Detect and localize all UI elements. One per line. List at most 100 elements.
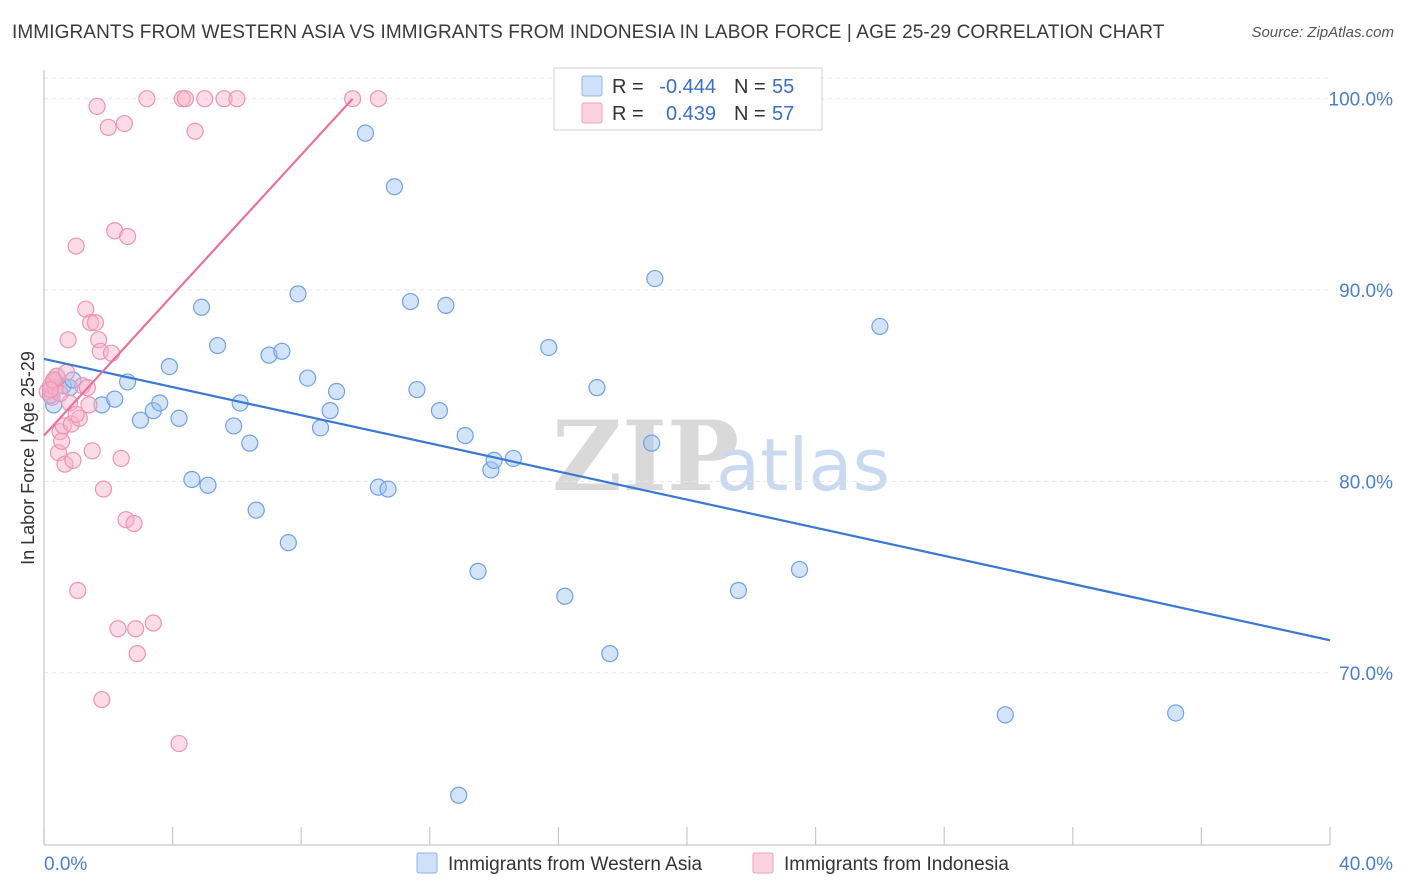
legend-r-label-1: R = — [612, 76, 644, 98]
point-western-asia-11 — [160, 358, 178, 376]
y-tick-label-70: 70.0% — [1339, 664, 1393, 685]
point-western-asia-22 — [273, 342, 291, 360]
point-western-asia-33 — [401, 292, 420, 311]
point-western-asia-36 — [437, 296, 455, 314]
point-western-asia-37 — [450, 786, 468, 804]
point-indonesia-56 — [41, 380, 60, 399]
point-western-asia-29 — [356, 124, 375, 142]
y-axis-label: In Labor Force | Age 25-29 — [18, 351, 38, 565]
point-western-asia-48 — [646, 269, 664, 288]
trend-line-western-asia — [43, 357, 1331, 642]
point-western-asia-44 — [556, 587, 574, 605]
series-indonesia-points — [38, 90, 387, 753]
point-western-asia-16 — [209, 336, 227, 355]
gridlines — [44, 77, 1330, 674]
point-western-asia-52 — [996, 706, 1014, 724]
bottom-legend-swatch-indonesia — [752, 852, 774, 874]
point-western-asia-39 — [469, 562, 487, 580]
point-western-asia-15 — [199, 476, 217, 494]
point-indonesia-41 — [128, 645, 146, 663]
point-western-asia-40 — [482, 461, 500, 479]
point-western-asia-21 — [260, 346, 278, 364]
point-indonesia-16 — [67, 237, 85, 255]
legend-r-label-2: R = — [612, 103, 644, 125]
point-western-asia-6 — [106, 390, 124, 408]
point-indonesia-38 — [118, 227, 137, 246]
point-western-asia-41 — [485, 451, 503, 469]
point-indonesia-24 — [83, 442, 101, 460]
point-western-asia-19 — [241, 434, 259, 452]
point-indonesia-39 — [125, 514, 143, 533]
point-western-asia-24 — [289, 285, 307, 303]
point-western-asia-43 — [540, 338, 558, 357]
point-indonesia-15 — [64, 451, 82, 469]
series-legend: Immigrants from Western Asia Immigrants … — [416, 852, 1009, 875]
point-indonesia-50 — [228, 90, 246, 108]
bottom-legend-label-western-asia: Immigrants from Western Asia — [448, 854, 703, 875]
point-indonesia-10 — [56, 455, 74, 473]
y-tick-label-80: 80.0% — [1339, 472, 1393, 493]
point-indonesia-32 — [102, 344, 121, 362]
point-indonesia-52 — [369, 90, 387, 108]
trend-lines — [43, 97, 1331, 642]
point-indonesia-40 — [127, 620, 145, 638]
y-tick-label-90: 90.0% — [1339, 281, 1393, 302]
point-western-asia-47 — [643, 434, 661, 452]
point-western-asia-27 — [321, 402, 339, 420]
watermark-zip: ZIP — [552, 400, 739, 513]
point-western-asia-23 — [279, 534, 297, 552]
point-indonesia-43 — [144, 614, 162, 632]
point-indonesia-23 — [82, 313, 100, 332]
point-western-asia-45 — [588, 379, 606, 397]
point-indonesia-54 — [51, 384, 69, 402]
trend-line-indonesia — [43, 97, 354, 437]
point-western-asia-35 — [430, 402, 449, 420]
point-western-asia-14 — [192, 298, 211, 316]
legend-n-label-1: N = — [734, 76, 766, 98]
legend-r-value-1: -0.444 — [659, 76, 716, 98]
legend-swatch-western-asia — [581, 75, 603, 97]
point-indonesia-26 — [88, 97, 106, 115]
point-western-asia-8 — [131, 411, 150, 429]
point-western-asia-34 — [408, 380, 426, 399]
chart-title: IMMIGRANTS FROM WESTERN ASIA VS IMMIGRAN… — [12, 22, 1165, 43]
point-indonesia-31 — [99, 118, 117, 137]
legend-swatch-indonesia — [581, 102, 603, 124]
point-western-asia-17 — [225, 417, 243, 435]
y-tick-labels: 70.0% 80.0% 90.0% 100.0% — [1329, 90, 1394, 685]
point-indonesia-25 — [86, 313, 105, 332]
x-tick-label-max: 40.0% — [1339, 854, 1393, 875]
point-indonesia-47 — [186, 122, 204, 140]
point-indonesia-46 — [176, 90, 195, 108]
source-credit: Source: ZipAtlas.com — [1251, 24, 1394, 41]
point-western-asia-46 — [601, 645, 619, 663]
point-western-asia-50 — [790, 560, 809, 579]
y-tick-label-100: 100.0% — [1329, 90, 1394, 111]
point-western-asia-20 — [247, 501, 265, 519]
point-western-asia-38 — [456, 426, 474, 445]
point-indonesia-49 — [215, 90, 233, 108]
point-western-asia-31 — [379, 480, 397, 498]
point-indonesia-17 — [69, 581, 87, 600]
point-western-asia-13 — [183, 470, 201, 489]
point-indonesia-12 — [59, 331, 77, 349]
point-indonesia-55 — [67, 405, 85, 424]
point-indonesia-29 — [93, 690, 111, 709]
point-indonesia-48 — [196, 90, 214, 108]
point-western-asia-10 — [151, 394, 169, 412]
point-western-asia-53 — [1167, 704, 1185, 722]
legend-n-label-2: N = — [734, 103, 766, 125]
point-western-asia-51 — [871, 317, 889, 336]
point-indonesia-34 — [109, 620, 127, 638]
point-indonesia-37 — [117, 511, 135, 529]
point-indonesia-42 — [138, 90, 156, 108]
x-ticks — [43, 827, 1331, 845]
legend-n-value-2: 57 — [772, 103, 794, 125]
watermark-atlas: atlas — [716, 423, 890, 507]
point-indonesia-22 — [80, 396, 98, 414]
point-indonesia-44 — [170, 734, 188, 753]
point-western-asia-28 — [327, 382, 346, 401]
legend-r-value-2: 0.439 — [666, 103, 716, 125]
bottom-legend-swatch-western-asia — [416, 852, 438, 874]
